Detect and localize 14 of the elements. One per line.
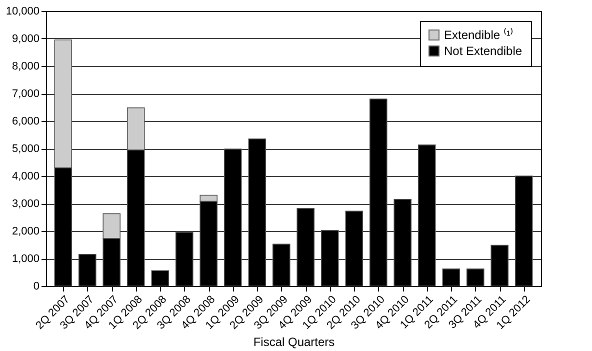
y-tick-label: 0: [33, 280, 40, 292]
y-tick-label: 4,000: [12, 170, 40, 182]
y-tick-label: 9,000: [12, 33, 40, 45]
y-tick-label: 8,000: [12, 60, 40, 72]
y-tick-label: 7,000: [12, 88, 40, 100]
legend-label: Not Extendible: [444, 44, 522, 58]
y-tick-label: 2,000: [12, 226, 40, 238]
y-tick-label: 3,000: [12, 198, 40, 210]
y-tick-label: 1,000: [12, 253, 40, 265]
x-axis-title: Fiscal Quarters: [253, 335, 335, 350]
legend-label: Extendible ⁽¹⁾: [444, 28, 514, 42]
y-tick-label: 6,000: [12, 116, 40, 128]
y-tick-label: 5,000: [12, 143, 40, 155]
y-tick-label: 10,000: [6, 6, 40, 18]
